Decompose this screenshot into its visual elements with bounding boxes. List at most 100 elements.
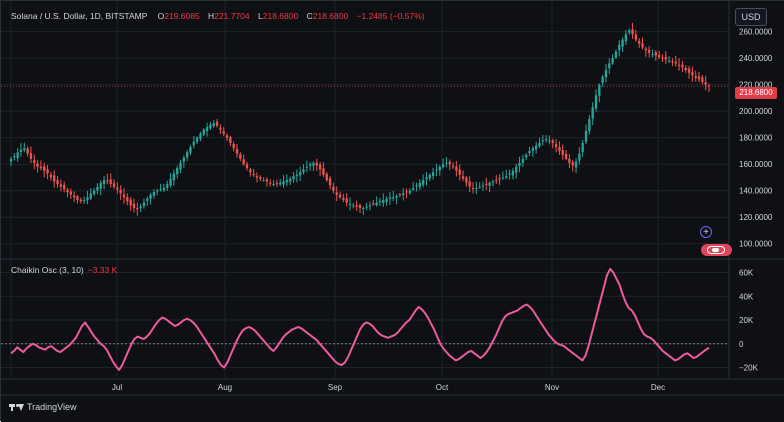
candle-body xyxy=(571,162,574,166)
candle-body xyxy=(651,54,654,56)
candle-body xyxy=(176,168,179,175)
candle-body xyxy=(99,182,102,189)
price-tick-label: 240.0000 xyxy=(739,54,773,63)
candle-body xyxy=(89,193,92,199)
candle-body xyxy=(23,148,26,151)
candle-body xyxy=(192,141,195,146)
candle-body xyxy=(282,181,285,185)
candle-body xyxy=(677,64,681,66)
symbol-legend: Solana / U.S. Dollar, 1D, BITSTAMP O219.… xyxy=(11,11,425,21)
price-tick-label: 200.0000 xyxy=(739,107,773,116)
price-tick-label: 260.0000 xyxy=(739,28,773,37)
candle-body xyxy=(179,162,182,170)
candle-body xyxy=(418,182,421,187)
candle-body xyxy=(322,168,325,175)
candle-body xyxy=(564,153,568,159)
candle-body xyxy=(378,201,382,203)
candle-body xyxy=(644,48,648,51)
oscillator-legend: Chaikin Osc (3, 10) −3.33 K xyxy=(11,265,117,275)
candle-body xyxy=(395,196,398,198)
candle-body xyxy=(458,169,461,175)
candle-body xyxy=(53,175,56,182)
candle-body xyxy=(554,144,558,147)
candle-body xyxy=(425,177,428,180)
candle-body xyxy=(146,198,149,201)
candle-body xyxy=(511,170,515,176)
candle-body xyxy=(431,172,435,176)
candle-body xyxy=(365,206,368,208)
time-tick-label: Nov xyxy=(545,383,559,392)
candle-body xyxy=(648,49,651,53)
candle-body xyxy=(551,140,554,143)
candles-series xyxy=(9,22,711,216)
candle-body xyxy=(681,64,684,68)
ohlc-low: 218.6800 xyxy=(262,11,299,21)
candle-body xyxy=(481,185,485,187)
candle-body xyxy=(415,185,418,187)
candle-body xyxy=(166,184,169,189)
candle-body xyxy=(654,52,657,56)
candle-body xyxy=(295,174,299,177)
price-tick-label: 100.0000 xyxy=(739,240,773,249)
candle-body xyxy=(119,189,122,194)
candle-body xyxy=(468,181,471,187)
candle-body xyxy=(239,154,242,159)
candle-body xyxy=(215,121,219,126)
candle-body xyxy=(19,149,23,153)
candle-body xyxy=(691,72,694,76)
symbol-title: Solana / U.S. Dollar, 1D, BITSTAMP xyxy=(11,11,148,21)
candle-body xyxy=(289,178,292,182)
candle-body xyxy=(136,208,139,210)
candle-body xyxy=(63,185,66,190)
currency-button[interactable]: USD xyxy=(735,8,767,26)
alert-toggle-icon[interactable] xyxy=(701,244,732,256)
candle-body xyxy=(534,145,538,150)
candle-body xyxy=(704,82,707,85)
candle-body xyxy=(43,166,46,171)
candle-body xyxy=(475,188,478,190)
candle-body xyxy=(621,39,624,47)
candle-body xyxy=(392,197,395,199)
candle-body xyxy=(375,202,378,206)
candle-body xyxy=(219,127,222,130)
oscillator-name: Chaikin Osc (3, 10) xyxy=(11,265,84,275)
candle-body xyxy=(182,157,186,162)
candle-body xyxy=(421,180,425,185)
candle-body xyxy=(574,161,578,168)
candle-body xyxy=(352,205,355,207)
candle-body xyxy=(614,51,618,58)
candle-body xyxy=(438,166,441,171)
candle-body xyxy=(112,183,116,187)
candle-body xyxy=(245,164,249,169)
candle-body xyxy=(345,198,348,203)
candle-body xyxy=(159,189,162,191)
candle-body xyxy=(139,206,142,209)
candle-body xyxy=(355,205,358,207)
candle-body xyxy=(471,187,475,189)
candle-body xyxy=(505,176,508,178)
brand[interactable]: TradingView xyxy=(9,402,77,412)
candle-body xyxy=(249,169,252,173)
candle-body xyxy=(601,76,604,83)
candle-body xyxy=(189,146,192,153)
osc-tick-label: −20K xyxy=(739,364,759,373)
candle-body xyxy=(106,180,109,182)
price-tick-label: 160.0000 xyxy=(739,160,773,169)
ohlc-close-label: C xyxy=(306,11,313,21)
candle-body xyxy=(156,190,159,192)
osc-tick-label: 40K xyxy=(739,292,754,301)
osc-tick-label: 60K xyxy=(739,269,754,278)
candle-body xyxy=(388,197,392,199)
candle-body xyxy=(398,194,402,196)
plus-circle-icon[interactable]: + xyxy=(700,226,712,238)
candle-body xyxy=(382,199,385,204)
candle-body xyxy=(59,184,63,187)
candle-body xyxy=(272,184,275,186)
candle-body xyxy=(72,195,76,198)
candle-body xyxy=(29,153,33,159)
time-tick-label: Oct xyxy=(436,383,449,392)
candle-body xyxy=(518,162,521,167)
candle-body xyxy=(305,166,308,168)
candle-body xyxy=(26,148,29,154)
